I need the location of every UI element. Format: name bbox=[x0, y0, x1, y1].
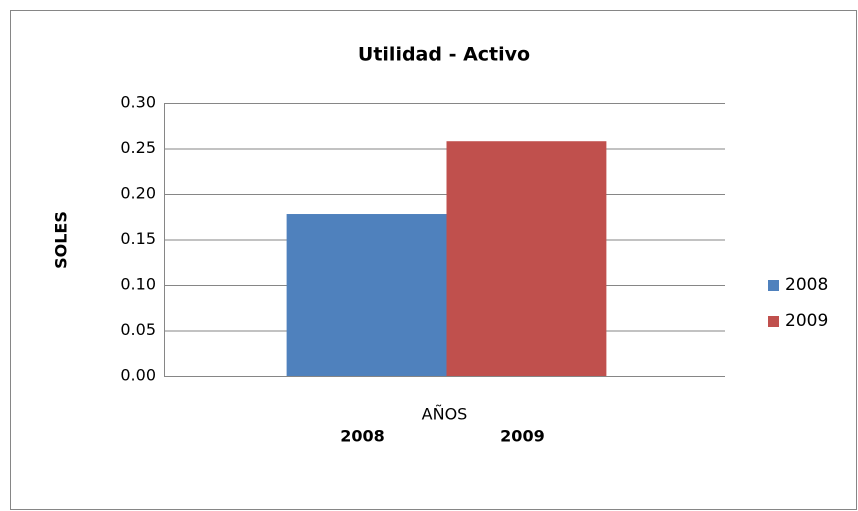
y-tick-label: 0.25 bbox=[120, 138, 156, 157]
y-tick-label: 0.10 bbox=[120, 275, 156, 294]
legend-label: 2009 bbox=[785, 311, 828, 331]
y-tick-label: 0.20 bbox=[120, 184, 156, 203]
bar bbox=[286, 214, 447, 376]
legend-label: 2008 bbox=[785, 275, 828, 295]
x-axis-title: 2008 bbox=[340, 427, 385, 446]
y-tick-label: 0.15 bbox=[120, 229, 156, 248]
bar bbox=[446, 141, 607, 376]
x-axis-title: 2009 bbox=[500, 427, 545, 446]
legend-swatch bbox=[768, 316, 779, 327]
y-axis-title: SOLES bbox=[52, 211, 71, 269]
chart-title: Utilidad - Activo bbox=[358, 44, 530, 66]
y-tick-label: 0.00 bbox=[120, 366, 156, 385]
x-tick-label: AÑOS bbox=[422, 405, 468, 424]
y-tick-label: 0.05 bbox=[120, 320, 156, 339]
legend-swatch bbox=[768, 280, 779, 291]
y-tick-label: 0.30 bbox=[120, 93, 156, 112]
